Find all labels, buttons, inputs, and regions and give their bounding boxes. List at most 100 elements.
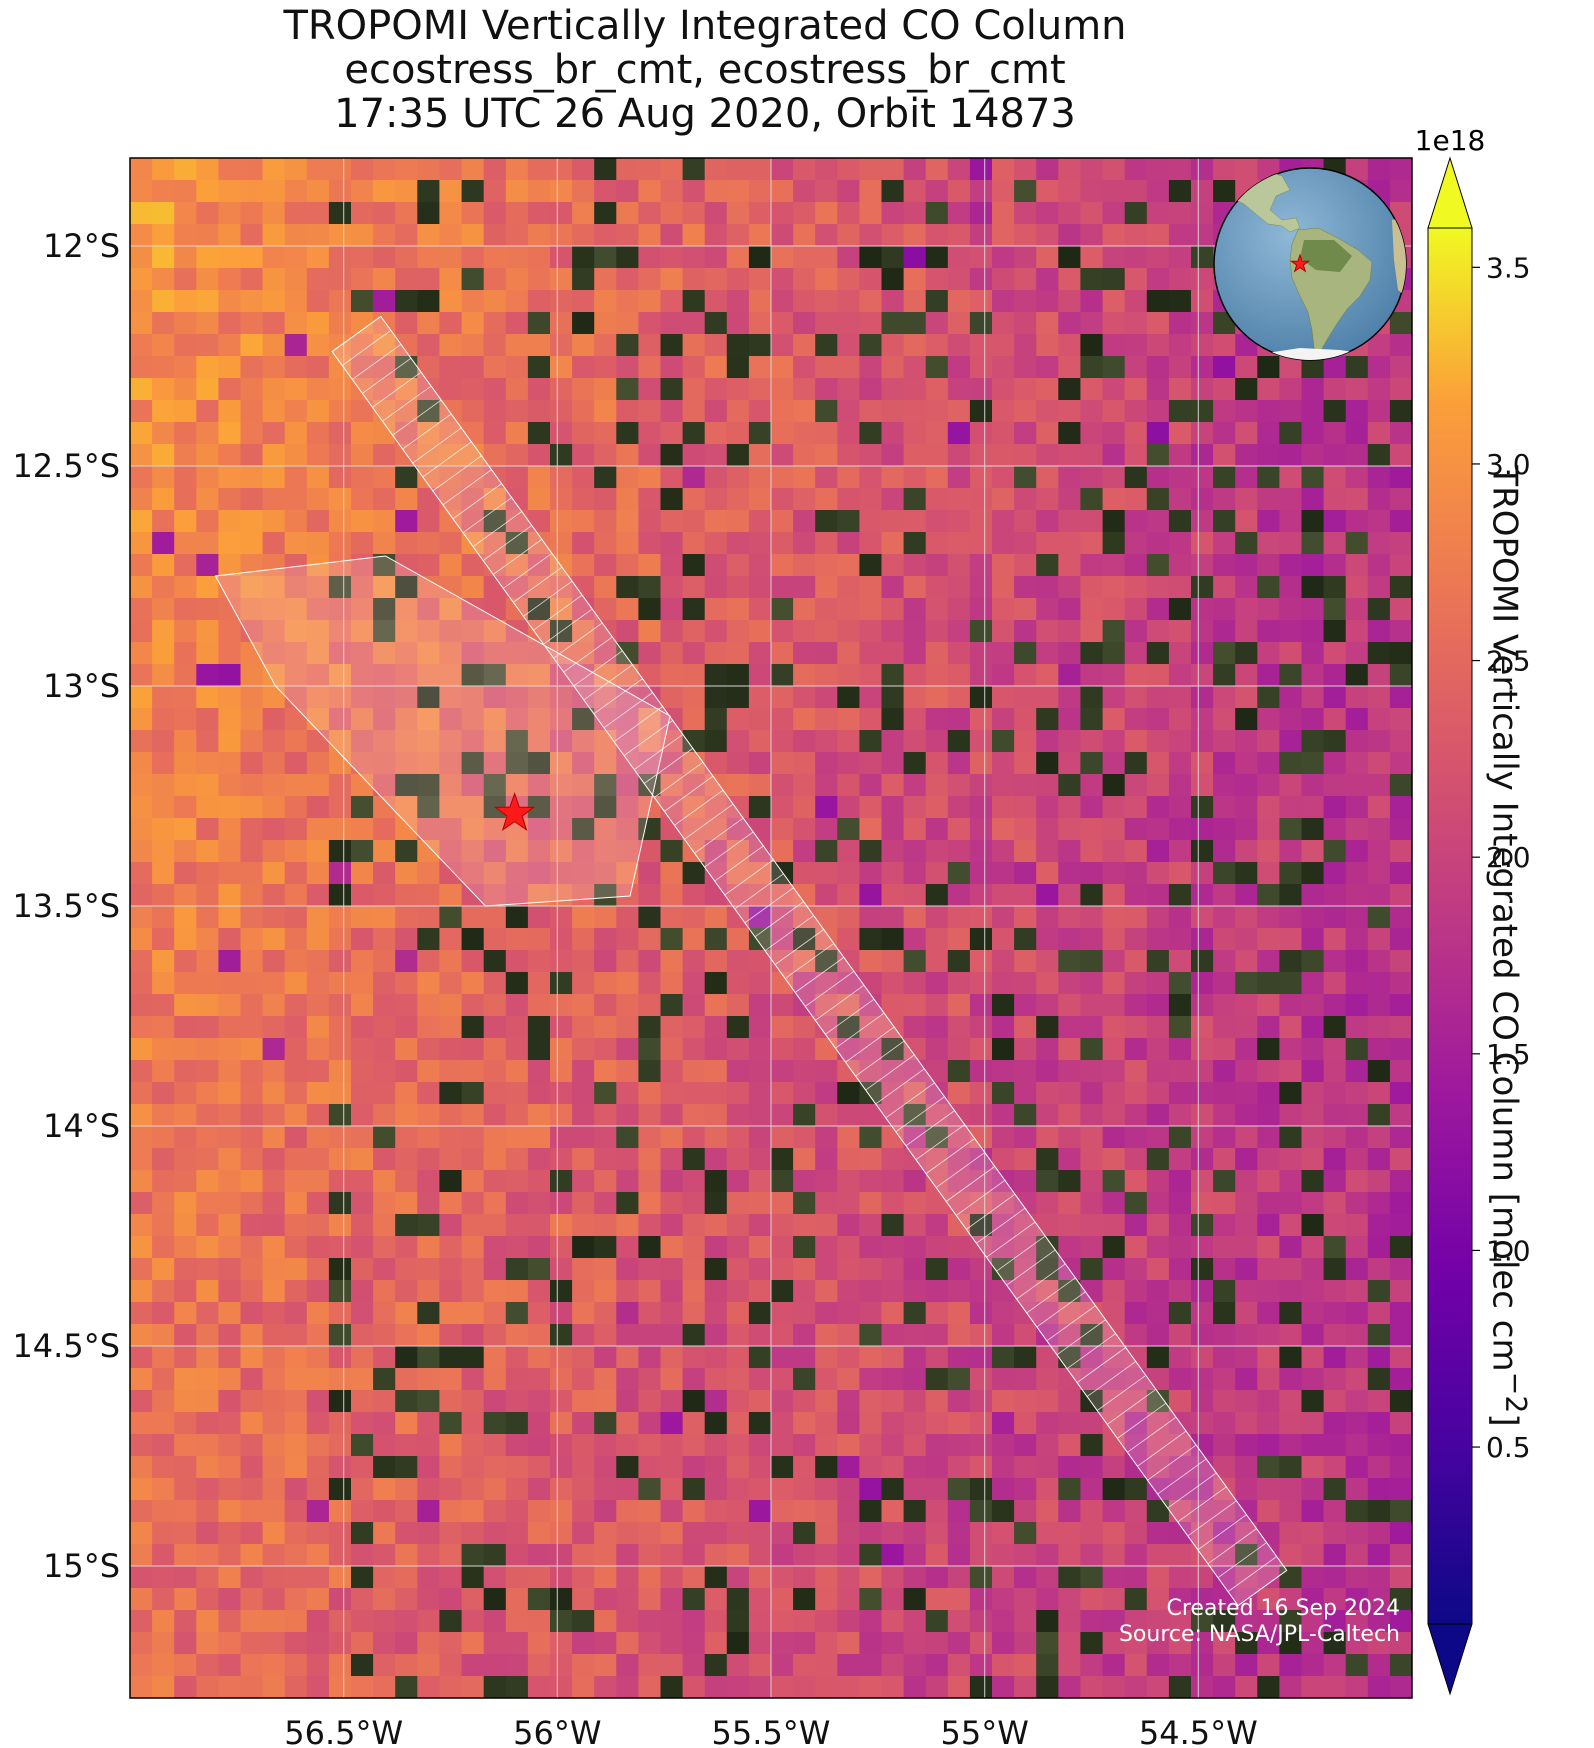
heatmap-cell [1257,1478,1280,1501]
heatmap-cell [395,422,418,445]
heatmap-cell [660,774,684,797]
heatmap-cell [1146,1060,1170,1083]
heatmap-cell [594,840,617,863]
heatmap-cell [881,1654,905,1677]
heatmap-cell [859,1434,883,1457]
heatmap-cell [815,356,838,379]
heatmap-cell [505,1038,529,1061]
heatmap-cell [395,1302,418,1325]
heatmap-cell [483,1610,507,1633]
heatmap-cell [572,444,595,467]
heatmap-cell [572,1060,595,1083]
heatmap-cell [1279,422,1303,445]
heatmap-cell [328,202,352,225]
heatmap-cell [130,1104,153,1127]
heatmap-cell [1367,1522,1391,1545]
heatmap-cell [992,1610,1015,1633]
heatmap-cell [1345,466,1369,489]
heatmap-cell [616,444,639,467]
heatmap-cell [1301,598,1325,621]
heatmap-cell [815,488,838,511]
heatmap-cell [969,1522,993,1545]
heatmap-cell [925,1038,949,1061]
heatmap-cell [306,1566,330,1589]
heatmap-cell [1036,1478,1059,1501]
heatmap-cell [218,1412,242,1435]
heatmap-cell [903,1434,927,1457]
heatmap-cell [130,224,153,247]
swath-cross-line [1167,1472,1217,1509]
heatmap-cell [505,730,529,753]
heatmap-cell [152,1060,175,1083]
heatmap-cell [704,444,728,467]
heatmap-cell [284,1478,308,1501]
heatmap-cell [925,488,949,511]
heatmap-cell [859,1038,883,1061]
heatmap-cell [903,268,927,291]
heatmap-cell [1257,1654,1280,1677]
heatmap-cell [638,554,662,577]
heatmap-cell [1235,1390,1258,1413]
heatmap-cell [262,928,286,951]
heatmap-cell [682,180,706,203]
heatmap-cell [1146,312,1170,335]
heatmap-cell [903,1170,927,1193]
heatmap-cell [616,1346,639,1369]
heatmap-cell [682,1654,706,1677]
swath-cross-line [492,539,543,575]
heatmap-cell [417,840,440,863]
heatmap-cell [1345,1258,1369,1281]
heatmap-cell [196,1104,219,1127]
heatmap-cell [527,1478,551,1501]
heatmap-cell [196,1610,219,1633]
heatmap-cell [1036,642,1059,665]
heatmap-cell [771,488,794,511]
heatmap-cell [837,1236,860,1259]
heatmap-cell [903,598,927,621]
heatmap-cell [616,1478,639,1501]
heatmap-cell [395,1060,418,1083]
heatmap-cell [1080,246,1104,269]
heatmap-cell [1168,422,1192,445]
heatmap-cell [240,444,264,467]
heatmap-cell [925,598,949,621]
heatmap-cell [1213,1522,1236,1545]
heatmap-cell [903,246,927,269]
heatmap-cell [439,1412,463,1435]
heatmap-cell [1014,1588,1037,1611]
heatmap-cell [859,1654,883,1677]
heatmap-cell [505,1324,529,1347]
heatmap-cell [218,1148,242,1171]
swath-cross-line [1046,1305,1096,1342]
heatmap-cell [395,884,418,907]
heatmap-cell [1191,906,1214,929]
heatmap-cell [130,774,153,797]
heatmap-cell [1345,1478,1369,1501]
heatmap-cell [572,158,595,181]
heatmap-cell [262,994,286,1017]
heatmap-cell [925,1016,949,1039]
heatmap-cell [1146,1104,1170,1127]
heatmap-cell [1279,1676,1303,1698]
heatmap-cell [616,158,639,181]
heatmap-cell [1323,510,1347,533]
heatmap-cell [1213,1632,1236,1655]
heatmap-cell [1080,1500,1104,1523]
heatmap-cell [638,1390,662,1413]
heatmap-cell [969,1082,993,1105]
heatmap-cell [726,1632,750,1655]
heatmap-cell [152,1456,175,1479]
heatmap-cell [1213,334,1236,357]
heatmap-cell [638,268,662,291]
heatmap-cell [771,554,794,577]
heatmap-cell [461,576,485,599]
heatmap-cell [218,664,242,687]
heatmap-cell [130,510,153,533]
heatmap-cell [483,1236,507,1259]
heatmap-cell [1367,1456,1391,1479]
heatmap-cell [240,950,264,973]
heatmap-cell [130,1258,153,1281]
heatmap-cell [417,862,440,885]
heatmap-cell [1323,1302,1347,1325]
heatmap-cell [1301,1170,1325,1193]
